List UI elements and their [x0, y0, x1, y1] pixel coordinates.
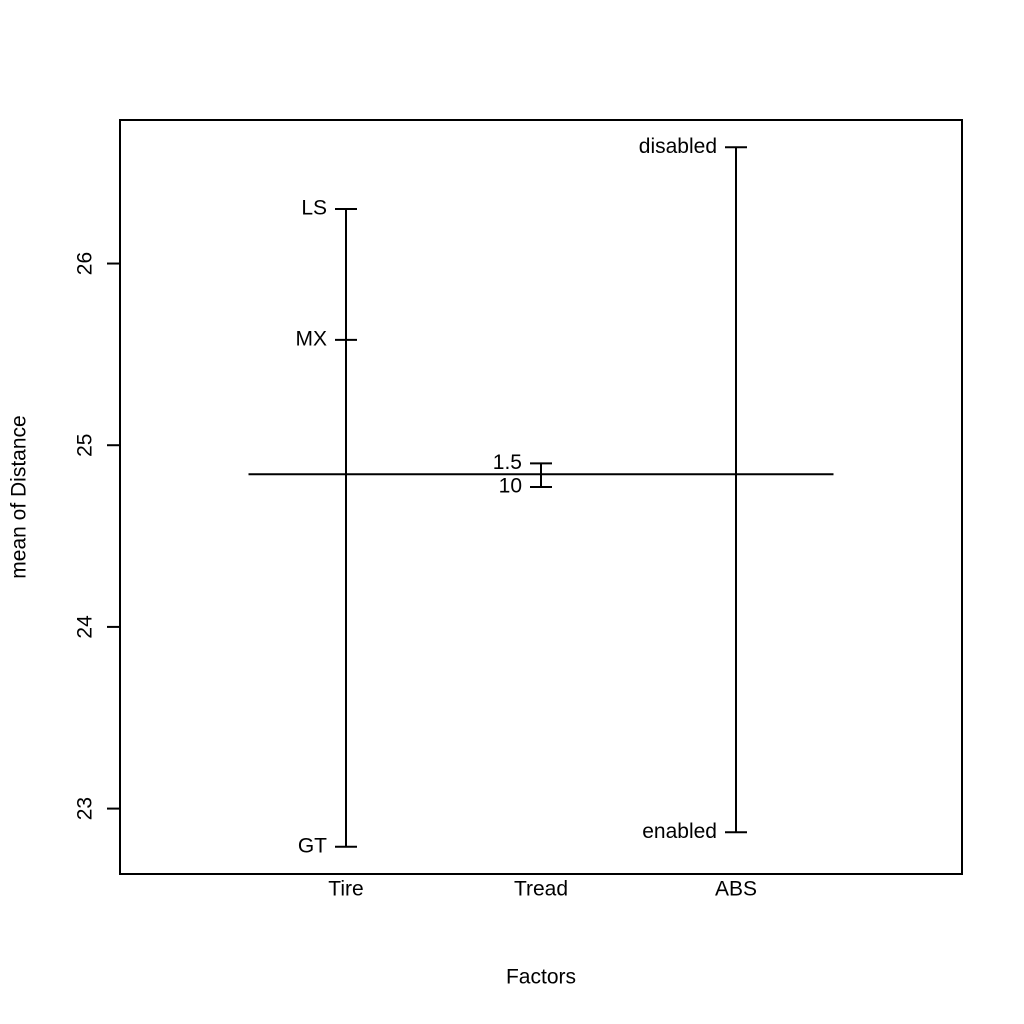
x-tick-label: Tread	[514, 878, 568, 901]
level-label: 1.5	[493, 451, 522, 474]
level-label: MX	[296, 327, 328, 350]
y-axis-label: mean of Distance	[8, 415, 31, 578]
level-label: GT	[298, 834, 327, 857]
level-label: 10	[499, 475, 522, 498]
level-label: LS	[301, 197, 327, 220]
level-label: disabled	[639, 135, 717, 158]
plot-frame	[119, 119, 963, 875]
y-tick-label: 25	[74, 434, 97, 457]
y-tick-label: 26	[74, 252, 97, 275]
x-tick-label: Tire	[328, 878, 363, 901]
y-tick-label: 23	[74, 797, 97, 820]
x-tick-label: ABS	[715, 878, 757, 901]
level-label: enabled	[642, 820, 717, 843]
y-tick-label: 24	[74, 615, 97, 639]
x-axis-label: Factors	[506, 966, 576, 989]
